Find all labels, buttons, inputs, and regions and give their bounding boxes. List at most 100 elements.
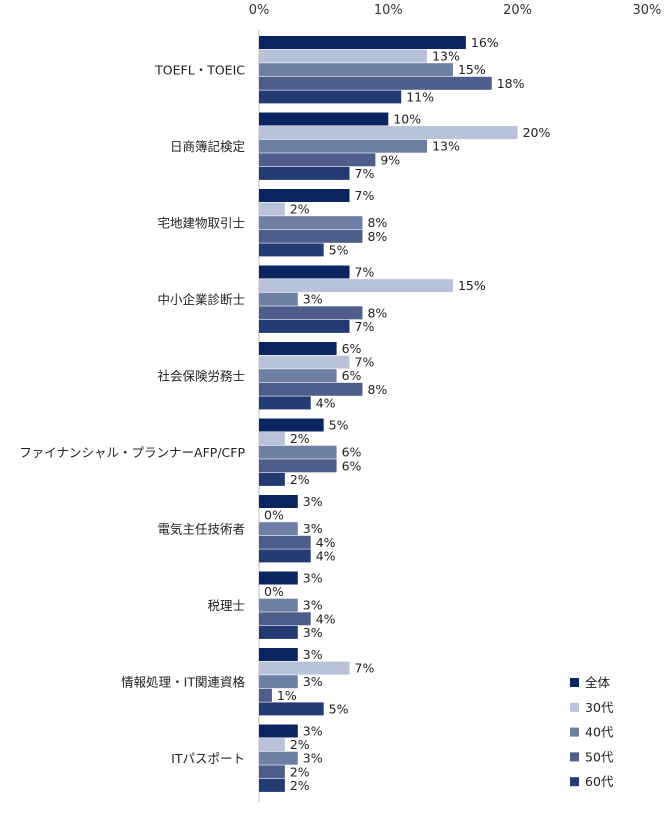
- bar: [259, 598, 298, 612]
- x-tick-label: 30%: [632, 3, 661, 18]
- bar: [259, 661, 350, 675]
- bar: [259, 778, 285, 792]
- bar: [259, 765, 285, 779]
- data-label: 3%: [303, 292, 323, 307]
- data-label: 5%: [329, 418, 349, 433]
- data-label: 6%: [342, 445, 362, 460]
- data-label: 3%: [303, 647, 323, 662]
- data-label: 3%: [303, 724, 323, 739]
- category-label: 中小企業診断士: [157, 292, 245, 307]
- data-label: 3%: [303, 598, 323, 613]
- bar: [259, 535, 311, 549]
- data-label: 15%: [458, 62, 486, 77]
- data-label: 10%: [393, 112, 421, 127]
- data-label: 2%: [290, 431, 310, 446]
- data-label: 3%: [303, 521, 323, 536]
- legend-label: 60代: [585, 774, 614, 789]
- bar: [259, 306, 363, 320]
- bar: [259, 648, 298, 661]
- bar: [259, 279, 453, 293]
- bar: [259, 751, 298, 765]
- data-label: 2%: [290, 472, 310, 487]
- data-label: 2%: [290, 737, 310, 752]
- data-label: 0%: [264, 508, 284, 523]
- data-label: 8%: [367, 382, 387, 397]
- data-label: 4%: [316, 611, 336, 626]
- data-label: 9%: [380, 152, 400, 167]
- data-label: 6%: [342, 341, 362, 356]
- legend-swatch: [570, 702, 579, 712]
- data-label: 11%: [406, 89, 434, 104]
- bar: [259, 522, 298, 536]
- data-label: 6%: [342, 458, 362, 473]
- bar: [259, 472, 285, 486]
- legend-label: 全体: [585, 675, 611, 690]
- bar: [259, 139, 428, 153]
- bar: [259, 265, 350, 279]
- bar: [259, 319, 350, 333]
- legend-swatch: [570, 727, 579, 737]
- bar: [259, 738, 285, 752]
- bar: [259, 432, 285, 446]
- bar: [259, 369, 337, 383]
- data-label: 4%: [316, 548, 336, 563]
- legend: 全体 30代 40代 50代 60代: [570, 675, 614, 789]
- legend-label: 30代: [585, 700, 614, 715]
- bar: [259, 166, 350, 180]
- bar: [259, 126, 518, 140]
- bar: [259, 112, 389, 126]
- bar: [259, 76, 492, 90]
- data-label: 7%: [355, 661, 375, 676]
- x-axis-tick-labels: 0% 10% 20% 30%: [249, 3, 662, 18]
- data-label: 13%: [432, 139, 460, 154]
- bar: [259, 342, 337, 355]
- bar: [259, 36, 466, 49]
- category-label: 電気主任技術者: [157, 522, 245, 537]
- bar: [259, 63, 453, 77]
- bar: [259, 90, 402, 104]
- bar: [259, 229, 363, 243]
- bar: [259, 495, 298, 508]
- bar: [259, 612, 311, 626]
- bar: [259, 396, 311, 410]
- x-tick-label: 20%: [503, 3, 532, 18]
- data-label: 3%: [303, 571, 323, 586]
- bar: [259, 724, 298, 738]
- category-label: 情報処理・IT関連資格: [121, 675, 245, 690]
- category-label: TOEFL・TOEIC: [154, 63, 245, 78]
- bar: [259, 382, 363, 396]
- bar: [259, 153, 376, 167]
- category-label: 日商簿記検定: [170, 139, 245, 154]
- data-label: 6%: [342, 368, 362, 383]
- data-label: 16%: [471, 35, 499, 50]
- category-label: ITパスポート: [171, 751, 245, 766]
- data-label: 7%: [355, 355, 375, 370]
- data-label: 0%: [264, 584, 284, 599]
- bar: [259, 625, 298, 639]
- data-label: 7%: [355, 188, 375, 203]
- data-label: 2%: [290, 778, 310, 793]
- data-label: 3%: [303, 625, 323, 640]
- legend-swatch: [570, 752, 579, 762]
- data-label: 3%: [303, 674, 323, 689]
- data-label: 3%: [303, 751, 323, 766]
- bar: [259, 702, 324, 716]
- bar: [259, 445, 337, 459]
- bar: [259, 675, 298, 689]
- bar: [259, 688, 272, 702]
- bar: [259, 243, 324, 257]
- category-label: ファイナンシャル・プランナーAFP/CFP: [19, 445, 245, 460]
- data-label: 2%: [290, 202, 310, 217]
- legend-swatch: [570, 777, 579, 787]
- bar: [259, 459, 337, 473]
- data-label: 4%: [316, 535, 336, 550]
- bar: [259, 202, 285, 216]
- legend-label: 50代: [585, 749, 614, 764]
- bar: [259, 418, 324, 432]
- data-label: 8%: [367, 215, 387, 230]
- data-label: 7%: [355, 319, 375, 334]
- bar: [259, 292, 298, 306]
- bar: [259, 189, 350, 202]
- data-label: 5%: [329, 701, 349, 716]
